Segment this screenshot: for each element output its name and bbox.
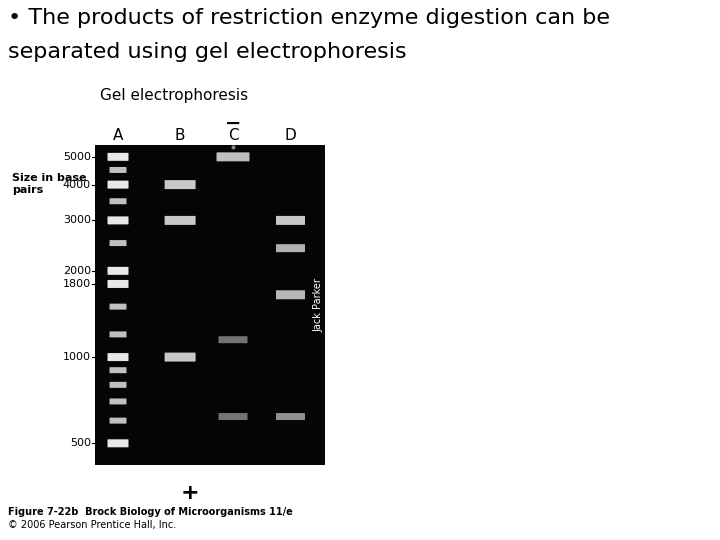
Text: Gel electrophoresis: Gel electrophoresis: [100, 88, 248, 103]
FancyBboxPatch shape: [107, 280, 128, 288]
Text: B: B: [175, 128, 185, 143]
Text: −: −: [225, 114, 241, 133]
FancyBboxPatch shape: [276, 291, 305, 299]
FancyBboxPatch shape: [276, 413, 305, 420]
FancyBboxPatch shape: [109, 367, 127, 373]
Text: • The products of restriction enzyme digestion can be: • The products of restriction enzyme dig…: [8, 8, 610, 28]
FancyBboxPatch shape: [109, 240, 127, 246]
Text: 3000: 3000: [63, 215, 91, 225]
FancyBboxPatch shape: [276, 216, 305, 225]
FancyBboxPatch shape: [109, 417, 127, 423]
FancyBboxPatch shape: [107, 217, 128, 225]
Text: +: +: [181, 483, 199, 503]
FancyBboxPatch shape: [165, 216, 196, 225]
FancyBboxPatch shape: [107, 440, 128, 447]
Text: 5000: 5000: [63, 152, 91, 162]
FancyBboxPatch shape: [107, 180, 128, 188]
FancyBboxPatch shape: [217, 152, 250, 161]
Text: 500: 500: [70, 438, 91, 448]
Text: D: D: [284, 128, 297, 143]
Text: Jack Parker: Jack Parker: [313, 278, 323, 332]
FancyBboxPatch shape: [109, 198, 127, 204]
FancyBboxPatch shape: [276, 244, 305, 252]
Text: C: C: [228, 128, 238, 143]
Text: 1800: 1800: [63, 279, 91, 289]
FancyBboxPatch shape: [107, 153, 128, 161]
Text: 4000: 4000: [63, 180, 91, 190]
Text: A: A: [113, 128, 123, 143]
FancyBboxPatch shape: [107, 267, 128, 275]
FancyBboxPatch shape: [218, 336, 248, 343]
Text: separated using gel electrophoresis: separated using gel electrophoresis: [8, 42, 407, 62]
Text: 2000: 2000: [63, 266, 91, 276]
FancyBboxPatch shape: [109, 167, 127, 173]
FancyBboxPatch shape: [109, 303, 127, 309]
FancyBboxPatch shape: [109, 399, 127, 404]
FancyBboxPatch shape: [107, 353, 128, 361]
Text: © 2006 Pearson Prentice Hall, Inc.: © 2006 Pearson Prentice Hall, Inc.: [8, 520, 176, 530]
FancyBboxPatch shape: [218, 413, 248, 420]
Text: 1000: 1000: [63, 352, 91, 362]
FancyBboxPatch shape: [109, 382, 127, 388]
FancyBboxPatch shape: [165, 180, 196, 189]
FancyBboxPatch shape: [109, 332, 127, 338]
Text: Size in base
pairs: Size in base pairs: [12, 173, 87, 194]
FancyBboxPatch shape: [165, 353, 196, 362]
Text: Figure 7-22b  Brock Biology of Microorganisms 11/e: Figure 7-22b Brock Biology of Microorgan…: [8, 507, 293, 517]
Bar: [95, 145, 325, 465]
